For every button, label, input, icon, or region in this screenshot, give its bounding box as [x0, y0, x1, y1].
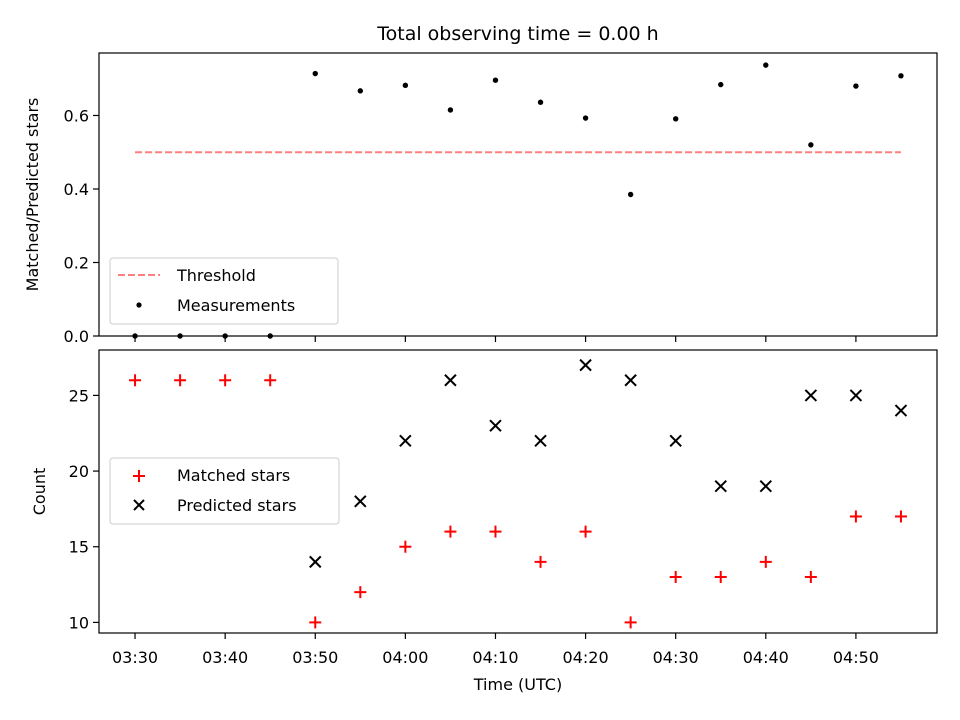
- matched-stars-point: [714, 571, 727, 584]
- measurement-point: [672, 116, 679, 122]
- measurement-point: [853, 83, 859, 89]
- matched-stars-point: [894, 510, 907, 523]
- matched-stars-point: [399, 540, 412, 553]
- top-panel: 0.0 0.2 0.4 0.6 Matched/Predicted stars Thr…: [23, 52, 938, 346]
- x-tick-label: 03:30: [112, 648, 158, 667]
- measurement-point: [537, 99, 544, 105]
- bottom-y-tick-label: 25: [69, 386, 89, 405]
- measurement-point: [582, 115, 589, 121]
- top-y-tick-label: 0.0: [64, 327, 89, 346]
- top-y-tick-label: 0.2: [64, 253, 89, 272]
- matched-stars-point: [444, 525, 457, 538]
- x-axis-label: Time (UTC): [473, 675, 562, 694]
- top-plot-frame: [98, 52, 938, 337]
- legend-measurements-swatch: [136, 302, 142, 308]
- top-y-ticks: 0.0 0.2 0.4 0.6: [64, 106, 99, 346]
- predicted-stars-point: [399, 434, 412, 448]
- top-y-tick-label: 0.4: [64, 180, 89, 199]
- predicted-stars-point: [759, 479, 773, 493]
- measurement-point: [492, 77, 499, 83]
- legend-threshold-label: Threshold: [176, 266, 256, 285]
- measurement-point: [312, 70, 318, 77]
- matched-stars-point: [174, 374, 187, 387]
- legend-predicted-label: Predicted stars: [177, 496, 297, 515]
- measurement-point: [898, 73, 904, 79]
- measurement-point: [763, 62, 769, 68]
- matched-stars-point: [579, 525, 592, 538]
- legend-measurements-label: Measurements: [177, 296, 295, 315]
- predicted-stars-point: [444, 374, 457, 387]
- matched-stars-point: [129, 374, 142, 387]
- chart-title: Total observing time = 0.00 h: [376, 23, 658, 45]
- measurement-point: [447, 107, 454, 113]
- x-tick-label: 04:20: [563, 648, 609, 667]
- top-plot-elements: [132, 62, 904, 339]
- matched-stars-point: [354, 586, 367, 599]
- legend-predicted-swatch: [133, 499, 145, 511]
- matched-stars-point: [804, 571, 817, 584]
- top-legend-box: [109, 257, 339, 325]
- top-x-ticks: [134, 336, 857, 342]
- matched-stars-point: [669, 571, 682, 584]
- top-y-axis-label: Matched/Predicted stars: [23, 98, 42, 292]
- x-tick-label: 03:50: [292, 648, 338, 667]
- predicted-stars-point: [579, 358, 592, 372]
- bottom-legend-box: [109, 457, 340, 525]
- predicted-stars-point: [309, 555, 322, 569]
- bottom-y-tick-label: 15: [69, 538, 89, 557]
- matched-stars-point: [759, 555, 772, 568]
- x-tick-label: 04:50: [833, 648, 879, 667]
- matched-stars-point: [219, 374, 232, 387]
- measurement-point: [627, 191, 634, 198]
- predicted-stars-point: [849, 389, 863, 402]
- predicted-stars-point: [894, 404, 908, 417]
- predicted-stars-point: [489, 419, 502, 432]
- measurement-point: [808, 142, 814, 148]
- x-tick-label: 04:10: [472, 648, 518, 667]
- predicted-stars-point: [804, 389, 818, 402]
- predicted-stars-point: [354, 495, 367, 508]
- bottom-plot-elements: [129, 358, 908, 629]
- x-tick-label: 04:40: [743, 648, 789, 667]
- bottom-y-axis-label: Count: [30, 468, 49, 516]
- measurement-point: [402, 82, 409, 89]
- matched-stars-point: [624, 616, 637, 629]
- x-tick-label: 03:40: [202, 648, 248, 667]
- x-tick-label: 04:00: [382, 648, 428, 667]
- matched-stars-point: [489, 525, 502, 538]
- bottom-x-ticks: 03:30 03:40 03:50 04:00 04:10 04:20 04:30 04:40…: [112, 633, 879, 667]
- top-y-tick-label: 0.6: [64, 106, 89, 125]
- matched-stars-point: [264, 374, 277, 387]
- legend-matched-swatch: [133, 470, 145, 482]
- predicted-stars-point: [534, 434, 547, 448]
- bottom-y-ticks: 10 15 20 25: [69, 386, 99, 632]
- top-legend: Threshold Measurements: [109, 257, 339, 325]
- bottom-y-tick-label: 10: [69, 613, 89, 632]
- measurement-point: [718, 81, 724, 88]
- measurement-point: [357, 88, 364, 94]
- bottom-legend: Matched stars Predicted stars: [109, 457, 340, 525]
- legend-matched-label: Matched stars: [177, 466, 290, 485]
- predicted-stars-point: [714, 479, 727, 493]
- matched-stars-point: [849, 510, 862, 523]
- bottom-y-tick-label: 20: [69, 462, 89, 481]
- predicted-stars-point: [624, 374, 637, 387]
- bottom-plot-frame: [98, 349, 938, 634]
- x-tick-label: 04:30: [653, 648, 699, 667]
- matched-stars-point: [534, 555, 547, 568]
- matched-stars-point: [309, 616, 322, 629]
- predicted-stars-point: [669, 434, 682, 448]
